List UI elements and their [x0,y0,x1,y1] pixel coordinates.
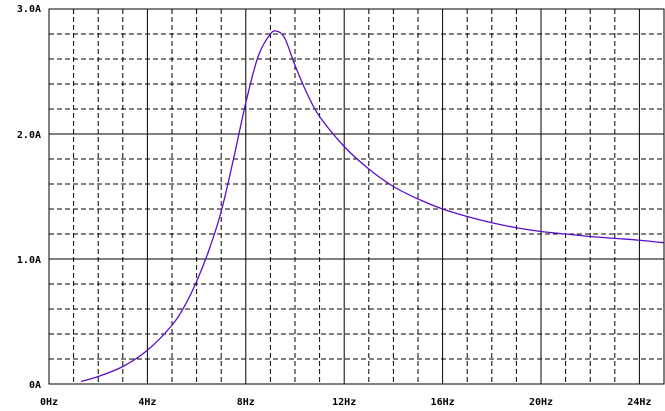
y-tick-label: 1.0A [17,255,41,266]
y-tick-labels: 0A 1.0A 2.0A 3.0A [17,4,41,391]
x-tick-label: 8Hz [237,397,255,408]
x-tick-label: 0Hz [40,397,58,408]
series-group [80,30,665,383]
x-tick-label: 20Hz [529,397,553,408]
x-tick-label: 16Hz [431,397,455,408]
y-tick-label: 0A [29,380,41,391]
plot-frame [48,8,665,385]
minor-grid [49,9,664,384]
major-grid [49,9,664,384]
x-tick-label: 12Hz [332,397,356,408]
x-tick-labels: 0Hz 4Hz 8Hz 12Hz 16Hz 20Hz 24Hz [40,397,651,408]
series-line [80,30,665,383]
x-tick-label: 4Hz [138,397,156,408]
y-tick-label: 2.0A [17,130,41,141]
x-tick-label: 24Hz [627,397,651,408]
y-tick-label: 3.0A [17,4,41,15]
